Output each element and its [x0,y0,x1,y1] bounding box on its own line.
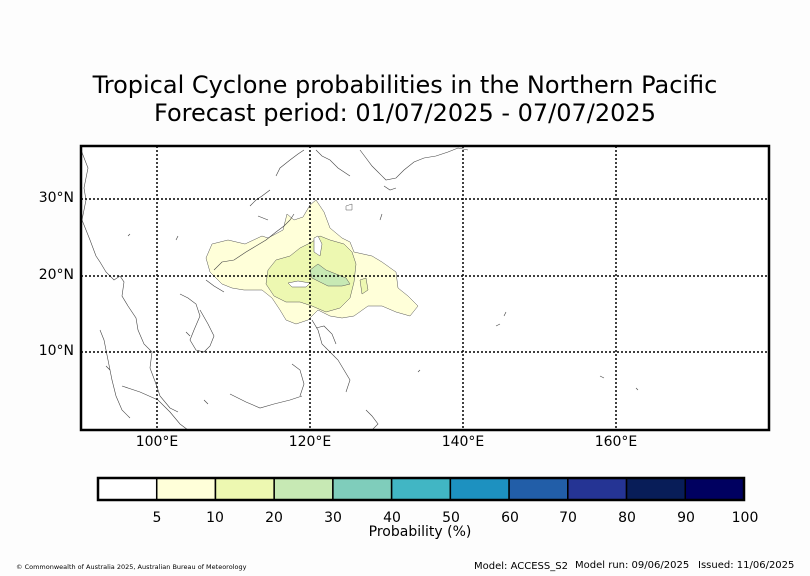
colorbar-label: 60 [501,510,519,526]
colorbar-segment [684,477,745,501]
colorbar-label: 90 [677,510,695,526]
colorbar-segment [155,477,217,501]
map-frame [79,144,771,432]
map-background [81,146,769,430]
colorbar-label: 40 [383,510,401,526]
colorbar-segment [508,477,569,501]
lat-label-30n: 30°N [38,190,74,206]
small-island-north [345,203,353,211]
colorbar-segment [332,477,393,501]
prob-region-20 [309,263,351,287]
colorbar-segment [214,477,275,501]
colorbar-title: Probability (%) [368,524,472,540]
coastlines [80,147,639,431]
colorbar-label: 100 [731,510,759,526]
issued-date: Issued: 11/06/2025 [698,560,795,571]
colorbar-segment [273,477,334,501]
colorbar-label: 5 [152,510,162,526]
small-island-east [359,277,369,295]
colorbar-label: 30 [324,510,342,526]
colorbar-label: 20 [265,510,283,526]
forecast-period: Forecast period: 01/07/2025 - 07/07/2025 [154,99,656,127]
model-name: Model: ACCESS_S2 [474,561,568,572]
lon-label-140e: 140°E [441,434,485,450]
colorbar-frame [96,476,746,502]
colorbar-segment [625,477,687,501]
taiwan-island [313,235,323,257]
lon-label-100e: 100°E [135,434,179,450]
colorbar-label: 70 [559,510,577,526]
lon-label-160e: 160°E [594,434,638,450]
colorbar [96,476,746,502]
colorbar-segment [449,477,510,501]
lat-label-20n: 20°N [38,267,74,283]
chart-title: Tropical Cyclone probabilities in the No… [92,71,718,99]
model-run-date: Model run: 09/06/2025 [575,560,690,571]
colorbar-label: 80 [618,510,636,526]
colorbar-segment [390,477,452,501]
copyright-credit: © Commonwealth of Australia 2025, Austra… [16,563,247,571]
colorbar-label: 50 [442,510,460,526]
lon-label-120e: 120°E [288,434,332,450]
colorbar-segment [567,477,628,501]
lat-label-10n: 10°N [38,343,74,359]
hainan-hole [287,280,311,288]
colorbar-segment [97,477,158,501]
gridlines [81,146,769,430]
colorbar-label: 10 [206,510,224,526]
